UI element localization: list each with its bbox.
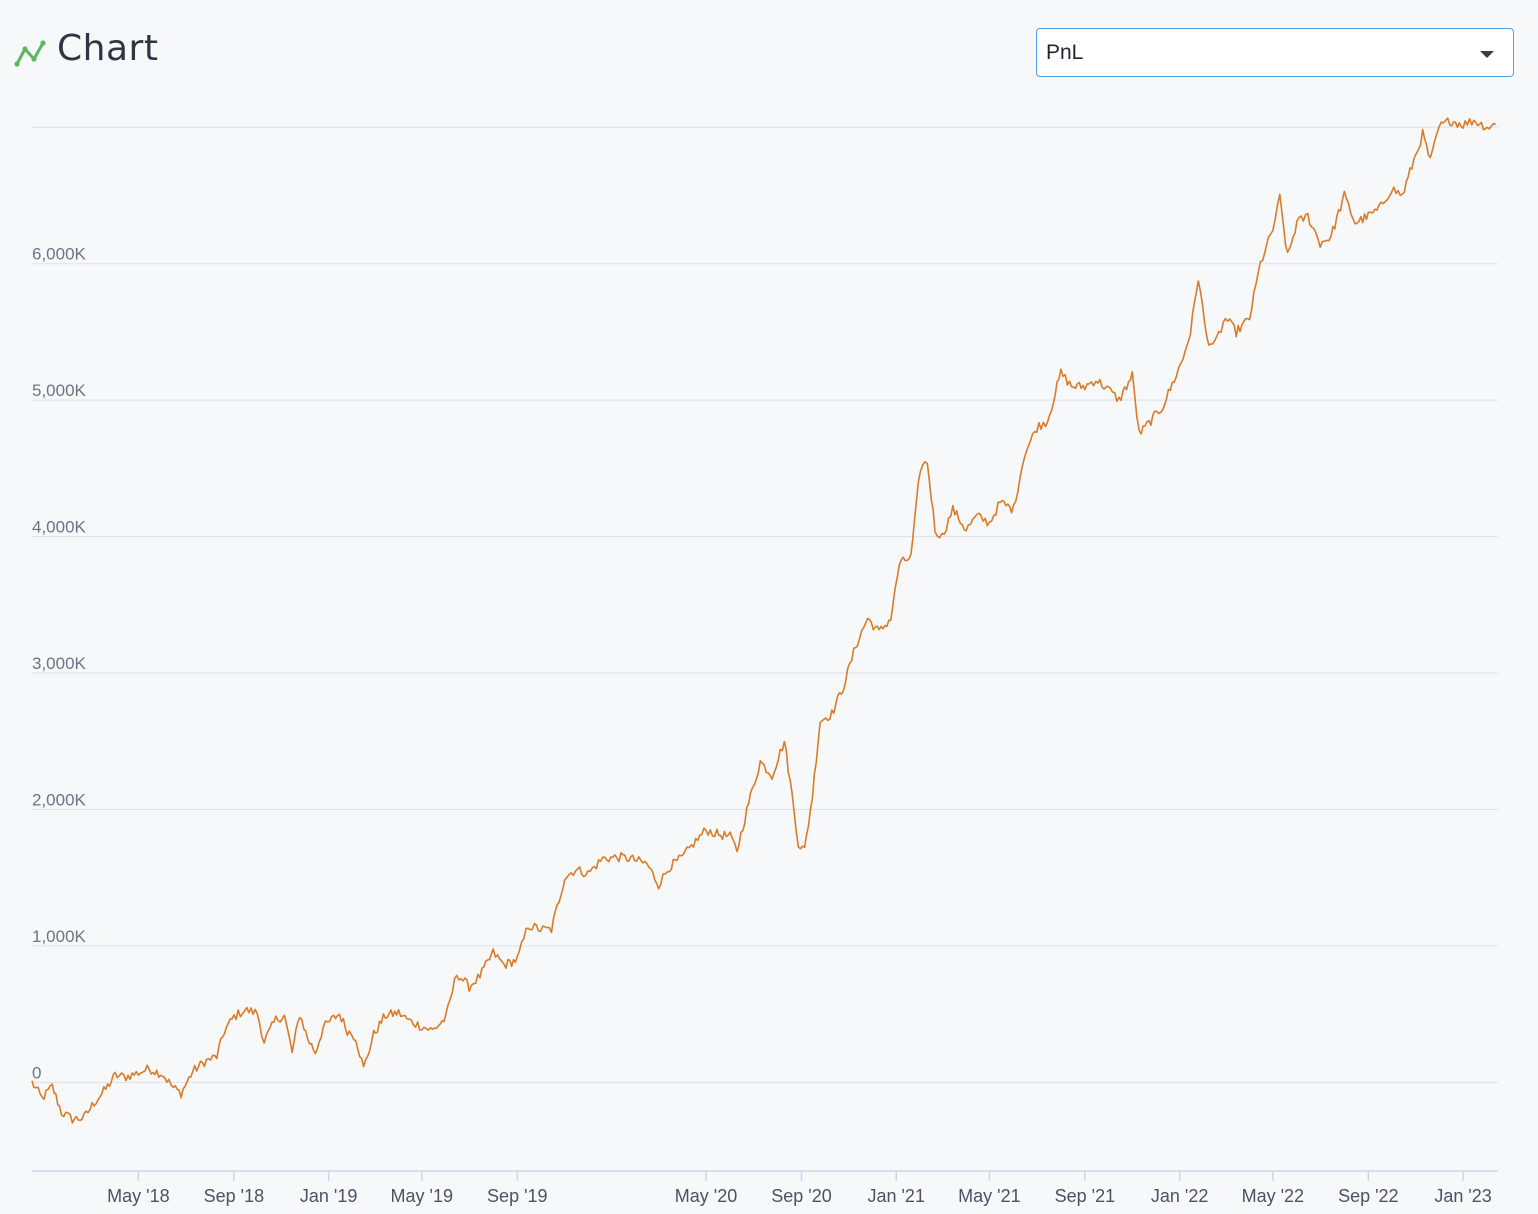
x-tick-label: May '20 <box>675 1186 737 1206</box>
page-title: Chart <box>57 28 159 69</box>
x-tick-label: May '22 <box>1242 1186 1304 1206</box>
x-tick-label: Sep '20 <box>771 1186 832 1206</box>
x-tick-label: Sep '21 <box>1055 1186 1116 1206</box>
x-axis: May '18 Sep '18 Jan '19 May '19 Sep '19 May '… <box>32 1170 1498 1206</box>
pnl-series-line <box>31 117 1497 1124</box>
metric-select[interactable]: PnL <box>1036 28 1514 77</box>
x-tick-label: Jan '22 <box>1151 1186 1208 1206</box>
grid-lines <box>32 126 1498 1083</box>
y-tick-label: 5,000K <box>32 381 87 400</box>
x-tick-label: May '19 <box>391 1186 453 1206</box>
y-tick-label: 2,000K <box>32 790 87 809</box>
y-tick-label: 0 <box>32 1063 41 1082</box>
chart-header: Chart PnL <box>0 0 1538 100</box>
x-tick-label: Sep '22 <box>1338 1186 1399 1206</box>
metric-select-value: PnL <box>1046 41 1084 64</box>
line-chart-icon <box>14 40 46 67</box>
y-tick-label: 1,000K <box>32 927 87 946</box>
chevron-down-icon <box>1480 51 1494 58</box>
x-tick-label: Jan '21 <box>867 1186 924 1206</box>
x-tick-label: May '18 <box>107 1186 169 1206</box>
y-tick-label: 4,000K <box>32 518 87 537</box>
x-tick-label: Jan '23 <box>1434 1186 1491 1206</box>
y-tick-label: 3,000K <box>32 654 87 673</box>
x-tick-label: May '21 <box>958 1186 1020 1206</box>
x-tick-label: Sep '19 <box>487 1186 548 1206</box>
series-layer <box>31 117 1497 1124</box>
x-tick-label: Sep '18 <box>204 1186 265 1206</box>
x-tick-label: Jan '19 <box>300 1186 357 1206</box>
y-axis: 0 1,000K 2,000K 3,000K 4,000K 5,000K 6,000K <box>32 245 87 1083</box>
y-tick-label: 6,000K <box>32 245 87 264</box>
